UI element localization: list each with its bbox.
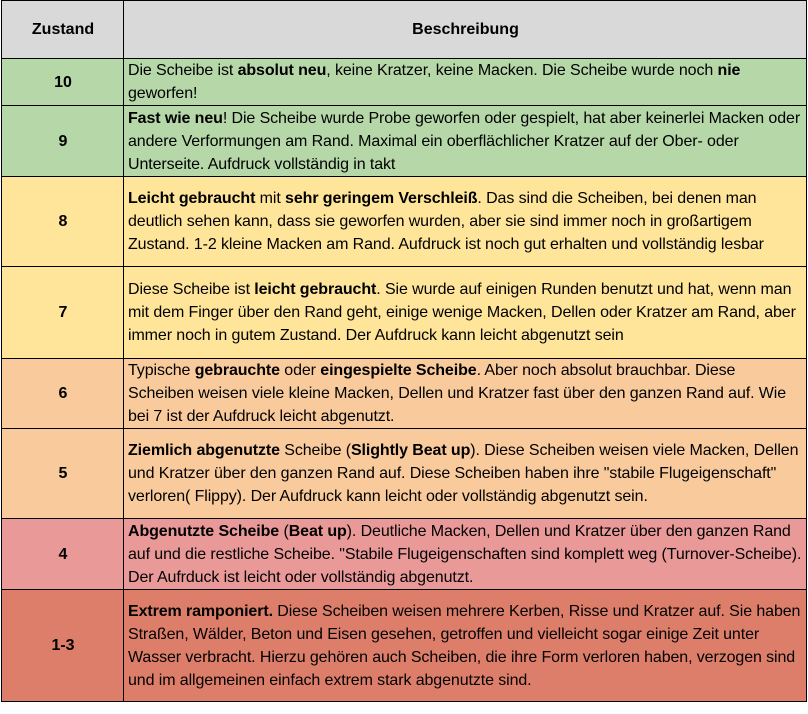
table-row: 8 Leicht gebraucht mit sehr geringem Vers… (1, 176, 807, 267)
table-row: 4 Abgenutzte Scheibe (Beat up). Deutliche… (1, 518, 807, 590)
bold-text: Abgenutzte Scheibe (128, 522, 280, 540)
bold-text: sehr geringem Verschleiß (285, 190, 478, 207)
text: Diese Scheibe ist (128, 281, 255, 298)
beschreibung-cell: Diese Scheibe ist leicht gebraucht. Sie … (123, 266, 807, 359)
text: . Sie wurde auf einigen Runden benutzt u… (128, 281, 796, 344)
beschreibung-cell: Fast wie neu! Die Scheibe wurde Probe ge… (123, 105, 807, 177)
text: Diese Scheiben weisen mehrere Kerben, Ri… (128, 602, 801, 689)
text: . Aber noch absolut brauchbar. Diese Sch… (128, 362, 787, 425)
bold-text: Ziemlich abgenutzte (128, 442, 280, 459)
text: Typische (128, 362, 195, 379)
zustand-cell: 7 (1, 266, 124, 359)
beschreibung-cell: Die Scheibe ist absolut neu, keine Kratz… (123, 58, 807, 106)
header-row: Zustand Beschreibung (1, 0, 807, 59)
zustand-cell: 4 (1, 518, 124, 590)
text: ). Deutliche Macken, Dellen und Kratzer … (128, 522, 802, 586)
beschreibung-cell: Abgenutzte Scheibe (Beat up). Deutliche … (123, 518, 807, 590)
table-row: 10 Die Scheibe ist absolut neu, keine Kra… (1, 58, 807, 106)
table-row: 5 Ziemlich abgenutzte Scheibe (Slightly B… (1, 428, 807, 519)
zustand-cell: 6 (1, 358, 124, 429)
zustand-cell: 1-3 (1, 589, 124, 702)
bold-text: Slightly Beat up (350, 442, 471, 459)
beschreibung-cell: Ziemlich abgenutzte Scheibe (Slightly Be… (123, 428, 807, 519)
bold-text: leicht gebraucht (254, 281, 377, 298)
table-row: 9 Fast wie neu! Die Scheibe wurde Probe g… (1, 105, 807, 177)
beschreibung-cell: Typische gebrauchte oder eingespielte Sc… (123, 358, 807, 429)
zustand-cell: 5 (1, 428, 124, 519)
bold-text: gebrauchte (194, 362, 280, 379)
bold-text: Leicht gebraucht (128, 190, 256, 207)
zustand-cell: 8 (1, 176, 124, 267)
zustand-cell: 9 (1, 105, 124, 177)
text: , keine Kratzer, keine Macken. Die Schei… (326, 62, 718, 79)
bold-text: absolut neu (237, 62, 327, 79)
header-beschreibung: Beschreibung (123, 0, 807, 59)
zustand-cell: 10 (1, 58, 124, 106)
bold-text: Beat up (288, 522, 347, 540)
text: ( (279, 522, 289, 540)
text: Scheibe ( (279, 442, 351, 459)
table-row: 7 Diese Scheibe ist leicht gebraucht. Sie… (1, 266, 807, 359)
bold-text: eingespielte Scheibe (320, 362, 477, 379)
text: Die Scheibe ist (128, 62, 238, 79)
bold-text: nie (717, 62, 741, 79)
text: oder (279, 362, 321, 379)
table-row: 1-3 Extrem ramponiert. Diese Scheiben wei… (1, 589, 807, 702)
text: ! Die Scheibe wurde Probe geworfen oder … (128, 109, 801, 173)
text: . Das sind die Scheiben, bei denen man d… (128, 190, 764, 253)
bold-text: Fast wie neu (128, 109, 223, 127)
header-zustand: Zustand (1, 0, 124, 59)
bold-text: Extrem ramponiert. (128, 602, 273, 620)
beschreibung-cell: Extrem ramponiert. Diese Scheiben weisen… (123, 589, 807, 702)
text: mit (255, 190, 286, 207)
table-row: 6 Typische gebrauchte oder eingespielte S… (1, 358, 807, 429)
text: geworfen! (128, 85, 198, 102)
beschreibung-cell: Leicht gebraucht mit sehr geringem Versc… (123, 176, 807, 267)
text: ). Diese Scheiben weisen viele Macken, D… (128, 442, 799, 505)
